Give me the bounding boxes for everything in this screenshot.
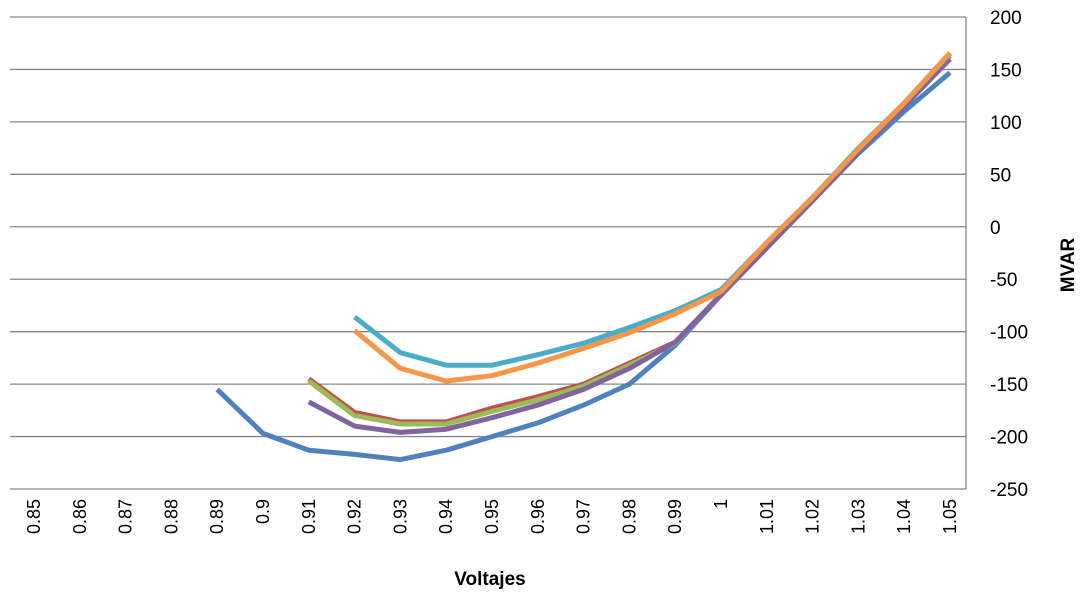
x-tick-label: 1.04 [894, 499, 914, 534]
x-tick-label: 1.03 [848, 499, 868, 534]
x-tick-label: 0.95 [482, 499, 502, 534]
series-line-6 [353, 51, 952, 384]
y-axis-title: MVAR [1058, 237, 1079, 292]
x-tick-label: 0.99 [665, 499, 685, 534]
x-tick-label: 0.89 [207, 499, 227, 534]
x-tick-label: 0.86 [70, 499, 90, 534]
y-tick-label: -50 [990, 270, 1017, 291]
y-axis-ticks: 200 150 100 50 0 -50 -100 -150 -200 -250 [990, 8, 1028, 501]
x-axis-ticks: 0.85 0.86 0.87 0.88 0.89 0.9 0.91 0.92 0.93 0.94 0… [24, 499, 960, 534]
x-tick-label: 0.98 [619, 499, 639, 534]
x-tick-label: 0.92 [345, 499, 365, 534]
y-tick-label: -150 [990, 375, 1028, 396]
y-tick-label: -200 [990, 428, 1028, 449]
x-tick-label: 0.85 [24, 499, 44, 534]
x-axis-title: Voltajes [454, 569, 525, 590]
series-line-4 [307, 57, 952, 435]
series-line-5 [353, 51, 952, 368]
x-tick-label: 1.01 [757, 499, 777, 534]
x-tick-label: 0.93 [390, 499, 410, 534]
x-tick-label: 0.96 [528, 499, 548, 534]
x-tick-label: 1 [711, 499, 731, 509]
x-tick-label: 0.87 [116, 499, 136, 534]
y-tick-label: 200 [990, 8, 1022, 29]
y-tick-label: 100 [990, 113, 1022, 134]
x-tick-label: 0.91 [299, 499, 319, 534]
y-tick-label: -250 [990, 480, 1028, 501]
series-line-1 [215, 70, 952, 463]
x-tick-label: 1.05 [940, 499, 960, 534]
y-tick-label: 50 [990, 165, 1011, 186]
x-tick-label: 1.02 [803, 499, 823, 534]
y-tick-label: 0 [990, 218, 1001, 239]
y-tick-label: 150 [990, 60, 1022, 81]
x-tick-label: 0.9 [253, 499, 273, 524]
y-tick-label: -100 [990, 323, 1028, 344]
x-tick-label: 0.97 [574, 499, 594, 534]
series-lines [215, 51, 952, 463]
x-tick-label: 0.94 [436, 499, 456, 534]
x-tick-label: 0.88 [161, 499, 181, 534]
